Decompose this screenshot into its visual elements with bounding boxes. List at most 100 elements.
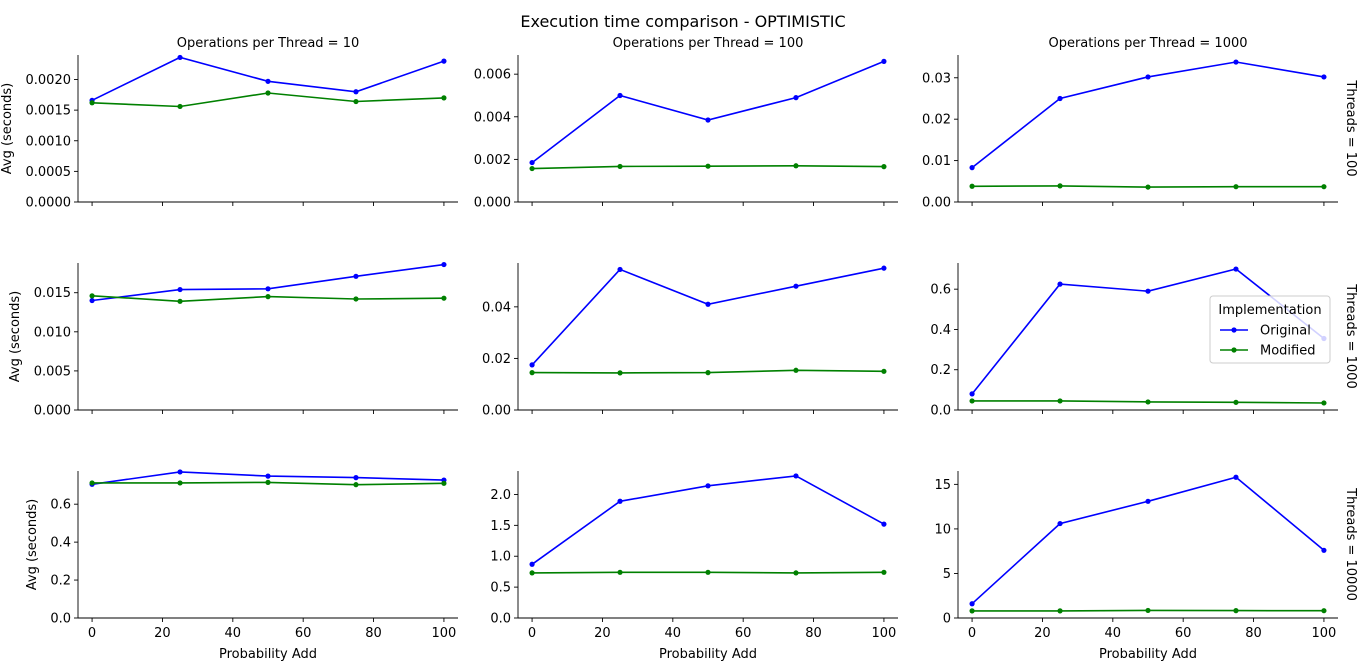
point-original-r2c3 xyxy=(969,391,975,397)
point-modified-r1c3 xyxy=(1057,183,1063,189)
point-modified-r1c1 xyxy=(89,100,95,106)
point-modified-r3c2 xyxy=(617,569,623,575)
y-tick-label-r3c2: 0.5 xyxy=(490,581,511,596)
y-tick-label-r3c1: 0.2 xyxy=(50,574,71,589)
chart-title: Execution time comparison - OPTIMISTIC xyxy=(520,12,845,31)
point-original-r2c1 xyxy=(441,261,447,268)
point-original-r2c3 xyxy=(1145,288,1151,294)
y-tick-label-r1c2: 0.002 xyxy=(474,153,511,168)
x-axis-label-c2: Probability Add xyxy=(659,647,757,661)
x-axis-label-c1: Probability Add xyxy=(219,647,317,661)
point-modified-r2c1 xyxy=(353,296,359,302)
point-original-r2c1 xyxy=(353,273,359,279)
y-tick-label-r1c2: 0.006 xyxy=(474,68,511,83)
point-original-r1c3 xyxy=(1321,74,1327,80)
x-tick-label-r3c2: 100 xyxy=(872,626,897,641)
point-modified-r3c1 xyxy=(353,482,359,488)
legend-label-modified: Modified xyxy=(1260,344,1315,359)
point-original-r3c2 xyxy=(617,498,623,504)
point-modified-r2c2 xyxy=(793,367,799,373)
point-modified-r2c1 xyxy=(265,294,271,300)
y-axis-label-r3: Avg (seconds) xyxy=(25,499,40,591)
point-original-r3c3 xyxy=(1057,520,1063,527)
point-original-r2c3 xyxy=(1057,281,1063,287)
point-modified-r2c3 xyxy=(1145,399,1151,405)
x-tick-label-r3c2: 40 xyxy=(665,626,682,641)
point-original-r1c3 xyxy=(1145,74,1151,80)
point-modified-r3c3 xyxy=(969,608,975,614)
point-modified-r3c2 xyxy=(793,570,799,576)
y-tick-label-r1c1: 0.0000 xyxy=(26,196,72,211)
point-original-r2c2 xyxy=(529,362,535,368)
legend-title: Implementation xyxy=(1218,303,1321,318)
legend-box xyxy=(1209,295,1331,364)
point-modified-r2c3 xyxy=(1321,400,1327,406)
y-tick-label-r3c2: 2.0 xyxy=(490,488,511,503)
x-axis-label-c3: Probability Add xyxy=(1099,647,1197,661)
series-line-original-r3c2 xyxy=(531,475,885,565)
y-tick-label-r2c1: 0.005 xyxy=(34,364,71,379)
point-original-r3c3 xyxy=(1145,498,1151,504)
x-tick-label-r3c2: 60 xyxy=(735,626,752,641)
y-tick-label-r1c3: 0.01 xyxy=(922,154,951,169)
y-tick-label-r3c3: 10 xyxy=(934,522,951,537)
y-tick-label-r2c3: 0.6 xyxy=(930,283,951,298)
point-modified-r3c2 xyxy=(881,569,887,575)
x-tick-label-r3c1: 20 xyxy=(154,626,171,641)
y-tick-label-r3c1: 0.0 xyxy=(50,612,71,627)
point-modified-r1c1 xyxy=(441,95,447,101)
row-title-1: Threads = 100 xyxy=(1343,79,1358,176)
series-line-original-r1c2 xyxy=(531,60,885,164)
point-original-r2c2 xyxy=(705,301,711,307)
col-title-1: Operations per Thread = 10 xyxy=(177,36,359,51)
point-modified-r1c3 xyxy=(969,183,975,189)
x-tick-label-r3c1: 100 xyxy=(432,626,457,641)
y-tick-label-r1c2: 0.000 xyxy=(474,196,511,211)
col-title-2: Operations per Thread = 100 xyxy=(613,36,804,51)
y-tick-label-r2c1: 0.010 xyxy=(34,325,71,340)
y-axis-label-r1: Avg (seconds) xyxy=(0,83,15,175)
x-tick-label-r3c3: 100 xyxy=(1312,626,1337,641)
point-modified-r3c1 xyxy=(89,480,95,486)
x-tick-label-r3c1: 80 xyxy=(365,626,382,641)
point-modified-r2c1 xyxy=(89,293,95,299)
x-tick-label-r3c2: 20 xyxy=(594,626,611,641)
legend-label-original: Original xyxy=(1260,324,1311,339)
point-modified-r1c2 xyxy=(793,163,799,169)
point-original-r3c1 xyxy=(353,475,359,481)
point-modified-r3c2 xyxy=(529,570,535,576)
y-tick-label-r3c1: 0.4 xyxy=(50,536,71,551)
x-tick-label-r3c3: 20 xyxy=(1034,626,1051,641)
point-original-r3c3 xyxy=(1233,474,1239,480)
point-original-r3c2 xyxy=(881,521,887,527)
point-modified-r3c3 xyxy=(1321,608,1327,614)
point-modified-r3c2 xyxy=(705,569,711,575)
point-original-r3c2 xyxy=(529,561,535,567)
point-original-r3c2 xyxy=(705,483,711,489)
y-tick-label-r1c1: 0.0015 xyxy=(26,104,72,119)
point-modified-r2c2 xyxy=(617,370,623,376)
point-original-r1c2 xyxy=(617,92,623,99)
y-axis-label-r2: Avg (seconds) xyxy=(8,291,23,383)
point-original-r1c2 xyxy=(705,117,711,123)
x-tick-label-r3c3: 60 xyxy=(1175,626,1192,641)
point-modified-r1c3 xyxy=(1145,184,1151,190)
point-modified-r1c2 xyxy=(529,165,535,172)
x-tick-label-r3c1: 0 xyxy=(88,626,96,641)
y-tick-label-r3c3: 15 xyxy=(934,478,951,493)
point-original-r1c3 xyxy=(1233,59,1239,65)
point-modified-r1c2 xyxy=(705,163,711,169)
y-tick-label-r2c3: 0.0 xyxy=(930,404,951,419)
point-original-r3c1 xyxy=(265,473,271,479)
y-tick-label-r1c1: 0.0010 xyxy=(26,134,72,149)
y-tick-label-r3c2: 1.5 xyxy=(490,519,511,534)
point-original-r1c3 xyxy=(969,165,975,171)
point-original-r2c2 xyxy=(617,266,623,273)
x-tick-label-r3c3: 40 xyxy=(1105,626,1122,641)
y-tick-label-r2c3: 0.2 xyxy=(930,363,951,378)
point-original-r1c1 xyxy=(177,54,183,61)
point-modified-r2c2 xyxy=(705,370,711,376)
point-original-r2c2 xyxy=(793,283,799,289)
point-original-r1c2 xyxy=(793,95,799,101)
